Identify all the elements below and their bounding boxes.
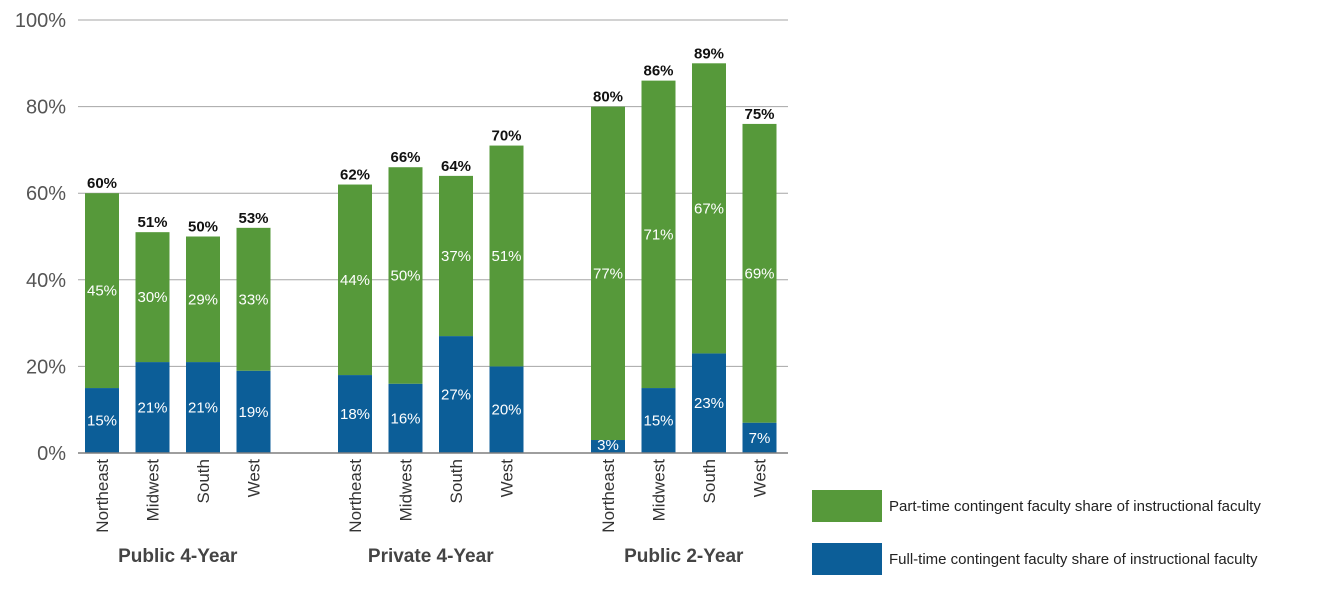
bar-total-label: 70% [491, 128, 521, 145]
y-tick-label: 100% [15, 10, 66, 32]
bar-full-time [338, 375, 372, 453]
x-category-label: South [447, 459, 466, 503]
bar-full-time [186, 362, 220, 453]
bar-total-label: 53% [238, 210, 268, 227]
bar-label-full-time: 27% [441, 387, 471, 404]
y-tick-label: 0% [37, 443, 66, 465]
bar-part-time [186, 236, 220, 363]
legend-label-part-time: Part-time contingent faculty share of in… [889, 498, 1261, 515]
bar-label-part-time: 44% [340, 272, 370, 289]
bar-label-part-time: 67% [694, 200, 724, 217]
bar-label-part-time: 77% [593, 265, 623, 282]
bar-total-label: 80% [593, 89, 623, 106]
bar-total-label: 75% [744, 106, 774, 123]
bar-label-full-time: 3% [597, 437, 619, 454]
bar-full-time [236, 370, 271, 453]
group-label: Public 4-Year [118, 546, 238, 567]
bar-total-label: 60% [87, 175, 117, 192]
y-tick-label: 80% [26, 97, 66, 119]
bar-label-full-time: 7% [749, 430, 771, 447]
bar-part-time [742, 123, 777, 423]
bar-label-part-time: 71% [643, 226, 673, 243]
y-tick-label: 60% [26, 183, 66, 205]
bar-total-label: 50% [188, 219, 218, 236]
bar-label-full-time: 15% [643, 413, 673, 430]
bar-full-time [388, 383, 423, 453]
bar-total-label: 51% [137, 214, 167, 231]
bar-full-time [742, 422, 777, 453]
bar-label-part-time: 69% [744, 265, 774, 282]
bar-label-full-time: 23% [694, 395, 724, 412]
bar-total-label: 66% [390, 149, 420, 166]
bar-label-part-time: 33% [238, 291, 268, 308]
bar-label-full-time: 15% [87, 413, 117, 430]
x-category-label: Midwest [650, 459, 669, 522]
bar-full-time [85, 388, 119, 453]
x-category-label: South [194, 459, 213, 503]
x-category-label: West [245, 459, 264, 498]
bar-total-label: 64% [441, 158, 471, 175]
bar-part-time [236, 227, 271, 371]
bar-full-time [489, 366, 524, 453]
bar-total-label: 86% [643, 63, 673, 80]
bar-part-time [692, 63, 726, 354]
bar-label-part-time: 45% [87, 283, 117, 300]
legend-swatch-part-time [812, 490, 882, 522]
bar-label-full-time: 18% [340, 406, 370, 423]
x-category-label: Northeast [93, 459, 112, 533]
legend-label-full-time: Full-time contingent faculty share of in… [889, 551, 1258, 568]
y-tick-label: 40% [26, 270, 66, 292]
x-category-label: Midwest [397, 459, 416, 522]
bar-part-time [641, 80, 676, 389]
bar-total-label: 89% [694, 45, 724, 62]
bar-full-time [692, 353, 726, 453]
bar-part-time [85, 193, 119, 389]
y-tick-label: 20% [26, 356, 66, 378]
bar-label-part-time: 37% [441, 248, 471, 265]
bar-full-time [135, 362, 170, 453]
bar-full-time [641, 388, 676, 453]
bar-full-time [439, 336, 473, 453]
legend-swatch-full-time [812, 543, 882, 575]
bar-full-time [591, 440, 625, 453]
bar-label-part-time: 29% [188, 291, 218, 308]
x-category-label: Northeast [346, 459, 365, 533]
bar-part-time [591, 106, 625, 441]
group-label: Public 2-Year [624, 546, 744, 567]
bar-part-time [439, 175, 473, 337]
x-category-label: West [498, 459, 517, 498]
bar-part-time [135, 232, 170, 363]
bar-label-full-time: 20% [491, 402, 521, 419]
group-label: Private 4-Year [368, 546, 494, 567]
bar-label-part-time: 51% [491, 248, 521, 265]
bar-part-time [388, 167, 423, 384]
bar-label-full-time: 21% [188, 400, 218, 417]
x-category-label: South [700, 459, 719, 503]
bar-part-time [338, 184, 372, 376]
bar-part-time [489, 145, 524, 367]
bar-label-part-time: 30% [137, 289, 167, 306]
bar-label-full-time: 16% [390, 410, 420, 427]
x-category-label: Northeast [599, 459, 618, 533]
bar-label-full-time: 21% [137, 400, 167, 417]
x-category-label: West [751, 459, 770, 498]
bar-label-full-time: 19% [238, 404, 268, 421]
bar-total-label: 62% [340, 167, 370, 184]
x-category-label: Midwest [144, 459, 163, 522]
bar-label-part-time: 50% [390, 267, 420, 284]
